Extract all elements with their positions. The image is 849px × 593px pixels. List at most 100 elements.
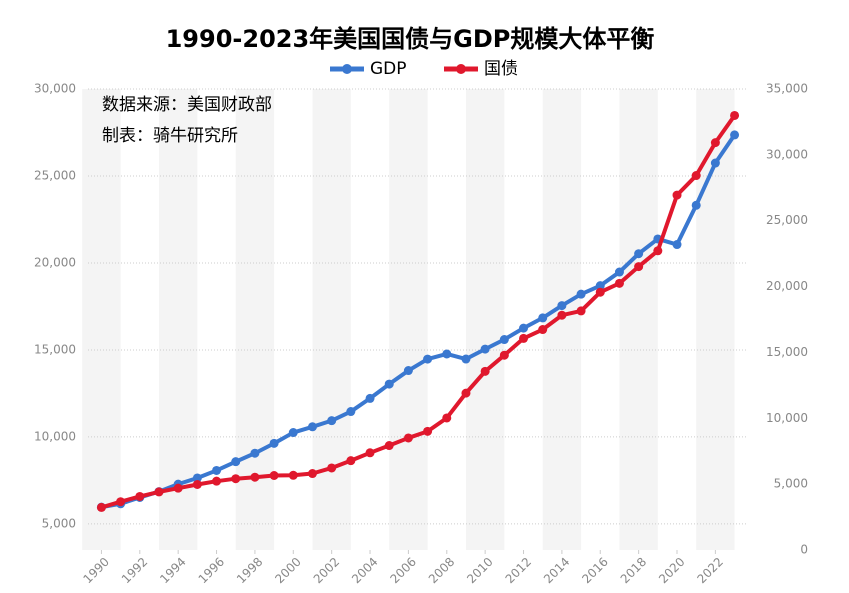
data-point — [384, 441, 394, 451]
data-point — [327, 463, 337, 473]
data-point — [672, 240, 682, 250]
data-point — [442, 413, 452, 423]
stripe — [82, 89, 121, 550]
data-point — [557, 301, 567, 311]
data-point — [307, 469, 317, 479]
data-point — [192, 473, 202, 483]
series-line — [100, 114, 737, 510]
data-point — [288, 470, 298, 480]
chart-title: 1990-2023年美国国债与GDP规模大体平衡 — [166, 25, 655, 53]
series-line — [101, 133, 737, 510]
data-point — [346, 407, 356, 417]
data-point — [576, 289, 586, 299]
y-tick-label: 30,000 — [34, 82, 76, 96]
y2-tick-label: 10,000 — [766, 411, 808, 425]
data-point — [327, 416, 337, 426]
data-point — [346, 456, 356, 466]
data-point — [250, 472, 260, 482]
legend-marker — [456, 64, 466, 74]
data-point — [595, 281, 605, 291]
stripe — [619, 89, 658, 550]
data-point — [269, 438, 279, 448]
legend-marker — [342, 64, 352, 74]
data-point — [403, 366, 413, 376]
data-point — [212, 465, 222, 475]
data-point — [730, 110, 740, 120]
data-point — [461, 388, 471, 398]
data-point — [634, 262, 644, 272]
data-point — [519, 323, 529, 333]
data-point — [672, 190, 682, 200]
x-tick-label: 2006 — [388, 555, 419, 586]
y-tick-label: 10,000 — [34, 429, 76, 443]
source-note: 数据来源：美国财政部 — [102, 95, 272, 115]
data-point — [307, 422, 317, 432]
data-point — [423, 426, 433, 436]
author-note: 制表：骑牛研究所 — [102, 126, 238, 146]
data-point — [231, 474, 241, 484]
data-point — [116, 497, 126, 507]
data-point — [442, 349, 452, 359]
x-tick-label: 2014 — [541, 555, 572, 586]
data-point — [212, 476, 222, 486]
data-point — [96, 502, 106, 512]
data-point — [365, 393, 375, 403]
data-point — [595, 287, 605, 297]
data-point — [461, 354, 471, 364]
data-point — [480, 344, 490, 354]
data-point — [691, 171, 701, 181]
data-point — [384, 379, 394, 389]
x-tick-label: 1990 — [81, 555, 112, 586]
data-point — [557, 310, 567, 320]
data-point — [365, 448, 375, 458]
data-point — [250, 448, 260, 458]
data-point — [576, 306, 586, 316]
data-point — [519, 333, 529, 343]
background — [82, 89, 735, 550]
x-tick-label: 1998 — [234, 555, 265, 586]
y-tick-label: 15,000 — [34, 342, 76, 356]
data-point — [480, 366, 490, 376]
y2-tick-label: 25,000 — [766, 213, 808, 227]
data-point — [135, 491, 145, 501]
x-tick-label: 1992 — [119, 555, 150, 586]
x-tick-label: 2012 — [503, 555, 534, 586]
x-tick-label: 2010 — [464, 555, 495, 586]
data-point — [423, 354, 433, 364]
y-tick-label: 25,000 — [34, 168, 76, 182]
stripe — [465, 89, 505, 550]
y2-tick-label: 30,000 — [766, 147, 808, 161]
data-point — [499, 335, 509, 345]
data-point — [269, 471, 279, 481]
data-point — [653, 246, 663, 256]
y2-tick-label: 35,000 — [766, 82, 808, 96]
data-point — [730, 130, 740, 140]
data-point — [538, 325, 548, 335]
y-tick-label: 5,000 — [42, 516, 76, 530]
data-point — [691, 200, 701, 210]
x-tick-label: 2018 — [618, 555, 649, 586]
data-point — [499, 350, 509, 360]
x-tick-label: 2022 — [694, 555, 725, 586]
data-point — [634, 249, 644, 259]
x-tick-label: 1996 — [196, 555, 227, 586]
x-tick-label: 2002 — [311, 555, 342, 586]
x-tick-label: 1994 — [157, 555, 188, 586]
y2-tick-label: 20,000 — [766, 279, 808, 293]
stripe — [158, 89, 198, 550]
y-tick-label: 20,000 — [34, 255, 76, 269]
x-tick-label: 2004 — [349, 555, 380, 586]
x-tick-label: 2000 — [272, 555, 303, 586]
legend-label: GDP — [370, 59, 407, 79]
data-point — [614, 267, 624, 277]
data-point — [231, 457, 241, 467]
x-tick-label: 2020 — [656, 555, 687, 586]
data-point — [538, 313, 548, 323]
data-point — [173, 483, 183, 493]
stripe — [312, 89, 351, 550]
y2-tick-label: 5,000 — [774, 477, 808, 491]
data-point — [288, 428, 298, 438]
x-tick-label: 2016 — [579, 555, 610, 586]
data-point — [192, 479, 202, 489]
